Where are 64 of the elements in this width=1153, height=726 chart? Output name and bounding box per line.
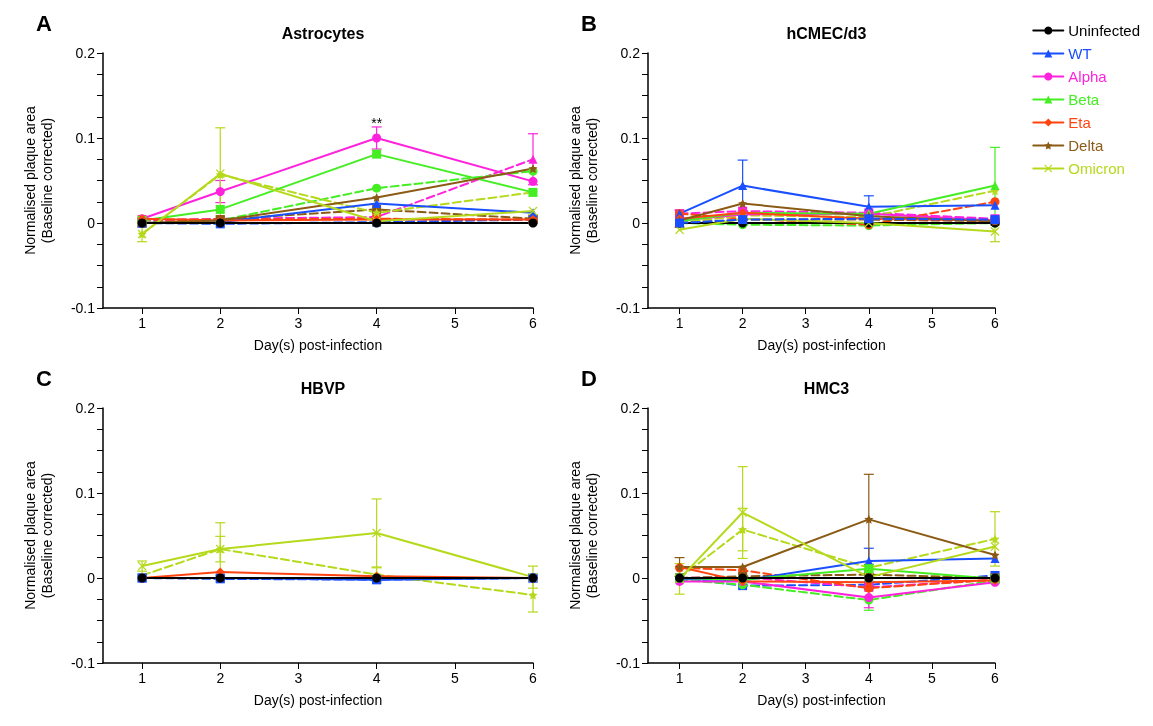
x-tick-label: 3 xyxy=(294,670,303,686)
legend-label: Uninfected xyxy=(1068,22,1141,39)
y-axis-title: Normalised plaque area (Baseline corrected) xyxy=(566,460,600,610)
y-tick-label: 0.1 xyxy=(75,485,96,501)
y-axis-title: Normalised plaque area (Baseline corrected) xyxy=(566,105,600,255)
x-tick-label: 5 xyxy=(928,670,937,686)
x-tick-label: 1 xyxy=(138,670,147,686)
x-tick-label: 4 xyxy=(864,670,873,686)
x-tick-label: 2 xyxy=(738,315,747,331)
x-axis-title: Day(s) post-infection xyxy=(757,337,886,353)
y-tick-label: 0 xyxy=(632,215,641,231)
x-tick-label: 2 xyxy=(738,670,747,686)
text: D xyxy=(581,365,597,391)
y-tick-label: -0.1 xyxy=(615,300,641,316)
x-tick-label: 1 xyxy=(138,315,147,331)
chart-title: Astrocytes xyxy=(281,24,365,42)
legend-label: Alpha xyxy=(1068,68,1108,85)
x-tick-label: 6 xyxy=(529,670,538,686)
x-tick-label: 1 xyxy=(675,315,684,331)
y-tick-label: 0.1 xyxy=(620,485,641,501)
legend-label: WT xyxy=(1068,45,1092,62)
x-tick-label: 6 xyxy=(991,670,1000,686)
legend-label: Beta xyxy=(1068,91,1100,108)
x-tick-label: 3 xyxy=(801,315,810,331)
x-tick-label: 2 xyxy=(216,315,225,331)
legend-label: Omicron xyxy=(1068,160,1125,177)
x-tick-label: 6 xyxy=(991,315,1000,331)
y-axis-title: Normalised plaque area (Baseline corrected) xyxy=(21,460,55,610)
y-tick-label: -0.1 xyxy=(615,655,641,671)
x-tick-label: 1 xyxy=(675,670,684,686)
x-tick-label: 4 xyxy=(864,315,873,331)
chart-title: hCMEC/d3 xyxy=(786,24,867,42)
x-tick-label: 6 xyxy=(529,315,538,331)
chart-title: HMC3 xyxy=(803,379,850,397)
x-axis-title: Day(s) post-infection xyxy=(253,337,383,353)
x-tick-label: 5 xyxy=(450,315,459,331)
y-tick-label: 0.2 xyxy=(75,400,96,416)
x-axis-title: Day(s) post-infection xyxy=(757,692,886,708)
x-tick-label: 3 xyxy=(801,670,810,686)
x-tick-label: 4 xyxy=(372,315,381,331)
annotation: ** xyxy=(371,114,383,131)
y-tick-label: 0.1 xyxy=(75,130,96,146)
x-axis-title: Day(s) post-infection xyxy=(253,692,383,708)
text: C xyxy=(36,365,52,391)
y-tick-label: 0.2 xyxy=(75,45,96,61)
y-tick-label: 0 xyxy=(632,570,641,586)
x-tick-label: 4 xyxy=(372,670,381,686)
x-tick-label: 5 xyxy=(450,670,459,686)
y-tick-label: 0.1 xyxy=(620,130,641,146)
x-tick-label: 2 xyxy=(216,670,225,686)
text: A xyxy=(36,10,52,36)
text: B xyxy=(581,10,597,36)
chart-title: HBVP xyxy=(300,379,346,397)
y-tick-label: 0.2 xyxy=(620,400,641,416)
y-axis-title: Normalised plaque area (Baseline corrected) xyxy=(21,105,55,255)
x-tick-label: 5 xyxy=(928,315,937,331)
legend-label: Delta xyxy=(1068,137,1104,154)
y-tick-label: 0.2 xyxy=(620,45,641,61)
y-tick-label: -0.1 xyxy=(70,655,96,671)
x-tick-label: 3 xyxy=(294,315,303,331)
y-tick-label: 0 xyxy=(87,215,96,231)
y-tick-label: 0 xyxy=(87,570,96,586)
legend-label: Eta xyxy=(1068,114,1092,131)
y-tick-label: -0.1 xyxy=(70,300,96,316)
